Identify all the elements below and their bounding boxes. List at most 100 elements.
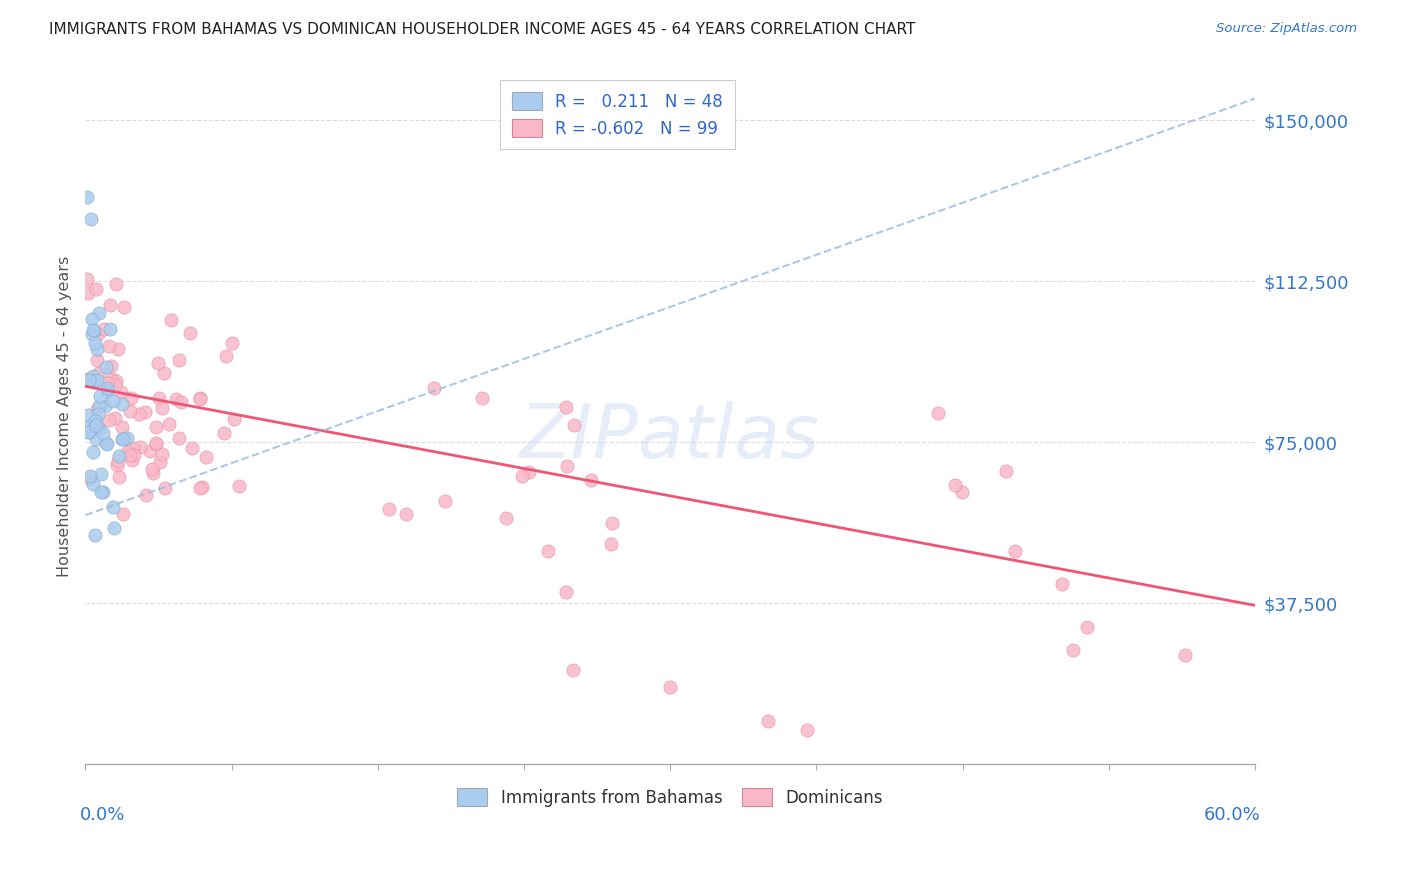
Point (110, 432, 132, 446)
Point (80, 327, 103, 342)
Point (157, 417, 180, 432)
Point (169, 395, 191, 409)
Point (111, 419, 134, 434)
Point (84, 282, 107, 296)
Point (152, 366, 174, 380)
Point (82, 476, 104, 491)
Point (224, 412, 246, 426)
Point (138, 443, 160, 458)
Point (212, 425, 235, 440)
Point (471, 391, 494, 405)
Point (79, 419, 101, 434)
Point (756, 714, 779, 729)
Point (94, 435, 117, 450)
Point (98, 413, 121, 427)
Point (1062, 643, 1084, 657)
Point (91, 426, 114, 441)
Point (167, 431, 190, 445)
Point (600, 516, 623, 530)
Point (86, 374, 108, 388)
Text: Source: ZipAtlas.com: Source: ZipAtlas.com (1216, 22, 1357, 36)
Point (165, 392, 187, 406)
Point (93, 400, 115, 414)
Point (89, 389, 111, 403)
Point (995, 464, 1018, 478)
Point (107, 453, 129, 467)
Point (110, 385, 132, 400)
Point (86, 342, 108, 356)
Point (149, 455, 172, 469)
Point (82, 369, 104, 384)
Point (395, 507, 418, 521)
Point (148, 391, 170, 405)
Point (950, 485, 973, 500)
Point (86, 401, 108, 416)
Y-axis label: Householder Income Ages 45 - 64 years: Householder Income Ages 45 - 64 years (58, 256, 72, 577)
Point (112, 432, 135, 446)
Point (796, 723, 818, 737)
Point (104, 378, 127, 392)
Point (423, 381, 446, 395)
Point (104, 277, 127, 291)
Point (101, 500, 124, 514)
Text: 60.0%: 60.0% (1204, 806, 1261, 824)
Point (103, 393, 125, 408)
Point (84, 432, 107, 446)
Point (87, 326, 110, 341)
Point (122, 449, 145, 463)
Point (228, 478, 250, 492)
Point (145, 435, 167, 450)
Point (97, 376, 120, 391)
Point (129, 440, 152, 454)
Point (76, 271, 98, 285)
Point (90, 467, 112, 482)
Point (160, 313, 183, 327)
Point (83, 324, 105, 338)
Point (554, 400, 576, 414)
Point (100, 359, 122, 373)
Point (86, 418, 108, 433)
Point (145, 437, 167, 451)
Point (659, 680, 682, 694)
Point (128, 407, 150, 421)
Point (90, 484, 112, 499)
Point (87, 422, 110, 436)
Point (221, 335, 243, 350)
Point (77, 373, 100, 387)
Point (96, 381, 118, 395)
Point (96, 436, 118, 450)
Point (82, 445, 104, 459)
Point (495, 511, 517, 525)
Point (150, 447, 173, 461)
Point (195, 450, 218, 464)
Point (121, 452, 143, 467)
Point (599, 537, 621, 551)
Point (181, 441, 204, 455)
Point (555, 584, 578, 599)
Point (84, 414, 107, 428)
Point (135, 488, 157, 502)
Text: 0.0%: 0.0% (80, 806, 125, 824)
Point (517, 465, 540, 479)
Point (562, 417, 585, 432)
Point (167, 352, 190, 367)
Point (115, 445, 138, 459)
Point (83, 374, 105, 388)
Point (188, 392, 211, 406)
Point (103, 520, 125, 534)
Point (86, 352, 108, 367)
Point (141, 462, 163, 476)
Point (82, 323, 104, 337)
Point (76, 190, 98, 204)
Point (84, 419, 107, 434)
Point (89, 366, 111, 380)
Point (108, 449, 131, 463)
Point (84, 528, 107, 542)
Point (120, 403, 142, 417)
Point (537, 543, 560, 558)
Point (107, 470, 129, 484)
Point (146, 356, 169, 370)
Point (510, 468, 533, 483)
Point (76, 372, 98, 386)
Point (378, 502, 401, 516)
